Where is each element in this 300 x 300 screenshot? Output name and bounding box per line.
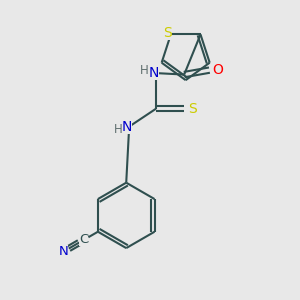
Text: S: S	[164, 26, 172, 40]
Text: N: N	[148, 66, 159, 80]
Text: N: N	[122, 120, 132, 134]
Text: C: C	[79, 233, 88, 246]
Text: H: H	[140, 64, 149, 77]
Text: H: H	[113, 123, 122, 136]
Text: S: S	[188, 102, 197, 116]
Text: O: O	[212, 63, 223, 77]
Text: N: N	[58, 245, 68, 258]
